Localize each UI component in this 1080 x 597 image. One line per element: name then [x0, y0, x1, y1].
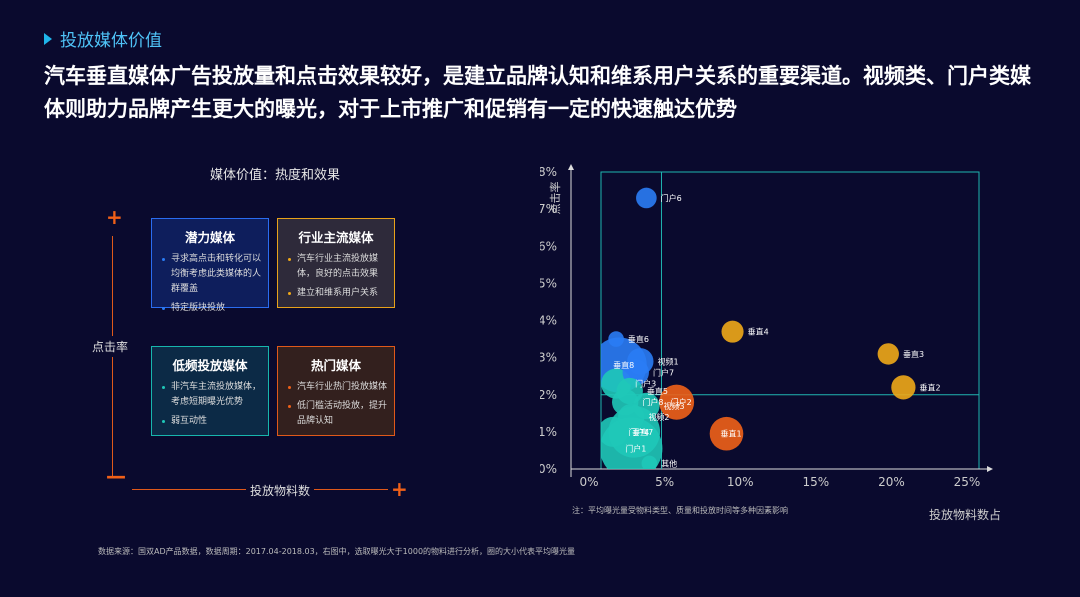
y-tick-label: 8%: [540, 165, 557, 179]
scatter-point: [891, 375, 916, 400]
matrix-x-label: 投放物料数: [246, 482, 315, 499]
y-tick-label: 5%: [540, 276, 557, 290]
scatter-chart: 0% 1% 2% 3% 4% 5% 6% 7% 8% 0% 5% 10% 15% 20% 25% 点击率投放物…: [540, 164, 1000, 522]
box-item: 非汽车主流投放媒体，考虑短期曝光优势: [162, 380, 262, 410]
box-item: 弱互动性: [162, 414, 262, 429]
point-label: 垂直6: [628, 334, 649, 344]
box-low-frequency-media: 低频投放媒体 非汽车主流投放媒体，考虑短期曝光优势 弱互动性: [151, 346, 269, 436]
chart-note: 注：平均曝光量受物料类型、质量和投放时间等多种因素影响: [572, 506, 788, 515]
point-label: 垂直1: [720, 429, 741, 439]
box-title: 潜力媒体: [184, 230, 235, 245]
scatter-point: [709, 416, 744, 451]
scatter-point: [618, 403, 645, 431]
box-popular-media: 热门媒体 汽车行业热门投放媒体 低门槛活动投放，提升品牌认知: [277, 346, 395, 436]
point-label: 垂直5: [647, 386, 668, 396]
box-potential-media: 潜力媒体 寻求高点击和转化可以均衡考虑此类媒体的人群覆盖 特定版块投放: [151, 218, 269, 313]
point-label: 垂直7: [632, 427, 653, 437]
box-mainstream-media: 行业主流媒体 汽车行业主流投放媒体，良好的点击效果 建立和维系用户关系: [277, 218, 395, 308]
y-plus-sign: +: [106, 205, 123, 229]
point-label: 门户3: [635, 379, 656, 389]
box-title: 热门媒体: [310, 358, 361, 373]
y-axis-label: 点击率: [548, 182, 562, 215]
x-tick-label: 10%: [727, 475, 754, 489]
point-label: 其他: [661, 458, 677, 468]
point-label: 垂直8: [613, 360, 634, 370]
y-tick-label: 7%: [540, 202, 557, 216]
point-label: 门户4: [628, 427, 649, 437]
box-title: 低频投放媒体: [172, 358, 248, 373]
point-label: 视频2: [648, 412, 669, 422]
point-label: 门户2: [671, 397, 692, 407]
box-item: 寻求高点击和转化可以均衡考虑此类媒体的人群覆盖: [162, 252, 262, 297]
y-tick-label: 0%: [540, 462, 557, 476]
x-axis-arrow-icon: [987, 466, 993, 472]
x-plus-sign: +: [391, 477, 408, 501]
point-label: 门户7: [653, 367, 674, 377]
box-item: 建立和维系用户关系: [288, 286, 388, 301]
box-item: 汽车行业主流投放媒体，良好的点击效果: [288, 252, 388, 282]
box-item: 汽车行业热门投放媒体: [288, 380, 388, 395]
x-tick-label: 25%: [954, 475, 981, 489]
matrix-y-label: 点击率: [92, 336, 129, 357]
point-label: 门户8: [642, 397, 663, 407]
point-label: 垂直2: [920, 382, 941, 392]
data-source: 数据来源：国双AD产品数据，数据周期：2017.04-2018.03，右图中，选…: [98, 547, 576, 556]
point-label: 视频3: [664, 401, 685, 411]
x-tick-label: 15%: [802, 475, 829, 489]
headline: 汽车垂直媒体广告投放量和点击效果较好，是建立品牌认知和维系用户关系的重要渠道。视…: [44, 64, 1031, 121]
box-title: 行业主流媒体: [298, 230, 374, 245]
point-label: 门户1: [625, 444, 646, 454]
y-tick-label: 3%: [540, 351, 557, 365]
point-label: 垂直4: [748, 327, 769, 337]
y-tick-label: 1%: [540, 425, 557, 439]
scatter-point: [659, 384, 695, 420]
scatter-point: [636, 187, 657, 209]
section-title: 投放媒体价值: [60, 31, 162, 51]
point-label: 垂直3: [903, 349, 924, 359]
y-tick-label: 2%: [540, 388, 557, 402]
box-item: 低门槛活动投放，提升品牌认知: [288, 399, 388, 429]
y-tick-label: 4%: [540, 314, 557, 328]
x-tick-label: 20%: [878, 475, 905, 489]
point-label: 门户6: [661, 193, 682, 203]
y-axis-arrow-icon: [568, 164, 574, 170]
point-label: 视频1: [658, 356, 679, 366]
scatter-point: [608, 331, 624, 347]
x-axis-label: 投放物料数占比: [929, 507, 1000, 522]
y-tick-label: 6%: [540, 239, 557, 253]
box-item: 特定版块投放: [162, 301, 262, 316]
section-header: 投放媒体价值: [44, 26, 162, 51]
scatter-point: [877, 343, 899, 365]
matrix-title: 媒体价值：热度和效果: [210, 168, 341, 183]
triangle-bullet-icon: [44, 32, 52, 45]
scatter-point: [721, 320, 744, 343]
x-tick-label: 0%: [579, 475, 598, 489]
x-tick-label: 5%: [655, 475, 674, 489]
scatter-point: [641, 455, 658, 469]
minus-sign: —: [106, 464, 126, 488]
